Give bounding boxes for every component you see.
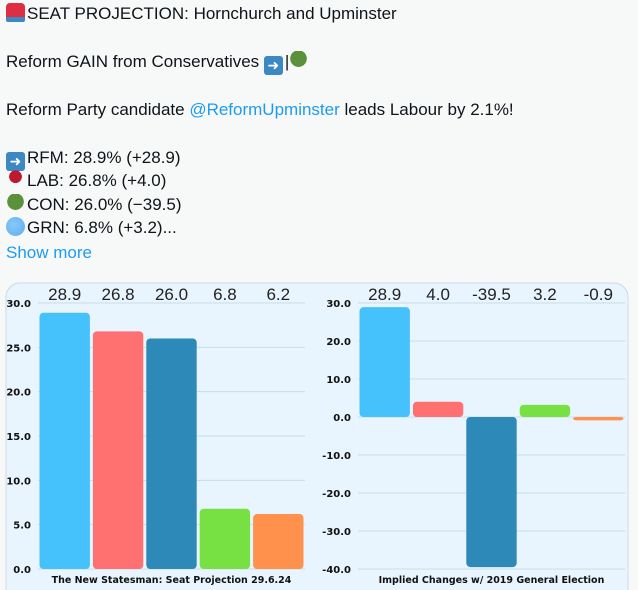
- y-tick-label: 30.0: [326, 299, 351, 310]
- gain-separator: |: [284, 52, 290, 71]
- chart-title: Implied Changes w/ 2019 General Election: [379, 575, 605, 586]
- arrow-right-icon: ➜: [6, 152, 25, 171]
- bar-lab: [92, 331, 144, 569]
- bar-con: [146, 338, 197, 569]
- result-lab: LAB: 26.8% (+4.0): [6, 170, 166, 192]
- y-tick-label: 5.0: [13, 521, 31, 532]
- tweet-lead: Reform Party candidate @ReformUpminster …: [6, 99, 514, 121]
- tweet-title: SEAT PROJECTION: Hornchurch and Upminste…: [6, 3, 397, 25]
- value-label: 6.2: [266, 285, 290, 304]
- chart-title: The New Statesman: Seat Projection 29.6.…: [52, 575, 292, 586]
- globe-icon: [6, 217, 25, 236]
- rose-icon: [6, 170, 25, 189]
- result-con: CON: 26.0% (−39.5): [6, 194, 182, 216]
- y-tick-label: -10.0: [322, 451, 351, 462]
- y-tick-label: 0.0: [333, 413, 351, 424]
- lead-pre: Reform Party candidate: [6, 100, 190, 119]
- lead-post: leads Labour by 2.1%!: [339, 100, 514, 119]
- result-text: LAB: 26.8% (+4.0): [27, 171, 167, 190]
- result-text: RFM: 28.9% (+28.9): [27, 148, 181, 167]
- y-tick-label: 10.0: [6, 476, 31, 487]
- y-tick-label: 0.0: [13, 565, 31, 576]
- show-more-link[interactable]: Show more: [6, 243, 92, 262]
- y-tick-label: 25.0: [6, 343, 31, 354]
- bar-other: [573, 417, 624, 421]
- value-label: -39.5: [472, 285, 511, 304]
- bar-other: [253, 514, 304, 569]
- result-grn: GRN: 6.8% (+3.2)...: [6, 217, 177, 239]
- title-text: SEAT PROJECTION: Hornchurch and Upminste…: [27, 4, 397, 23]
- mention-link[interactable]: @ReformUpminster: [189, 100, 340, 119]
- y-tick-label: -30.0: [322, 527, 351, 538]
- bar-lab: [412, 401, 464, 417]
- value-label: 4.0: [426, 285, 450, 304]
- bar-grn: [199, 508, 251, 569]
- bar-con: [466, 417, 517, 568]
- bar-rfm: [39, 312, 90, 569]
- bar-grn: [519, 404, 571, 417]
- y-tick-label: -40.0: [322, 565, 351, 576]
- value-label: 28.9: [48, 285, 81, 304]
- result-rfm: ➜ RFM: 28.9% (+28.9): [6, 147, 181, 171]
- y-tick-label: -20.0: [322, 489, 351, 500]
- y-tick-label: 20.0: [326, 337, 351, 348]
- tree-icon: [6, 194, 25, 213]
- tweet-gain: Reform GAIN from Conservatives ➜ |: [6, 51, 310, 75]
- result-text: CON: 26.0% (−39.5): [27, 195, 182, 214]
- value-label: 28.9: [368, 285, 401, 304]
- y-tick-label: 10.0: [326, 375, 351, 386]
- value-label: 6.8: [213, 285, 237, 304]
- value-label: 26.0: [155, 285, 188, 304]
- y-tick-label: 20.0: [6, 388, 31, 399]
- arrow-right-icon: ➜: [263, 56, 283, 75]
- value-label: 3.2: [533, 285, 557, 304]
- bar-rfm: [359, 307, 410, 417]
- result-text: GRN: 6.8% (+3.2)...: [27, 218, 177, 237]
- y-tick-label: 30.0: [6, 299, 31, 310]
- tree-icon: [289, 51, 309, 70]
- gain-text: Reform GAIN from Conservatives: [6, 52, 260, 71]
- value-label: 26.8: [102, 285, 135, 304]
- y-tick-label: 15.0: [6, 432, 31, 443]
- siren-icon: [6, 3, 25, 22]
- value-label: -0.9: [584, 285, 613, 304]
